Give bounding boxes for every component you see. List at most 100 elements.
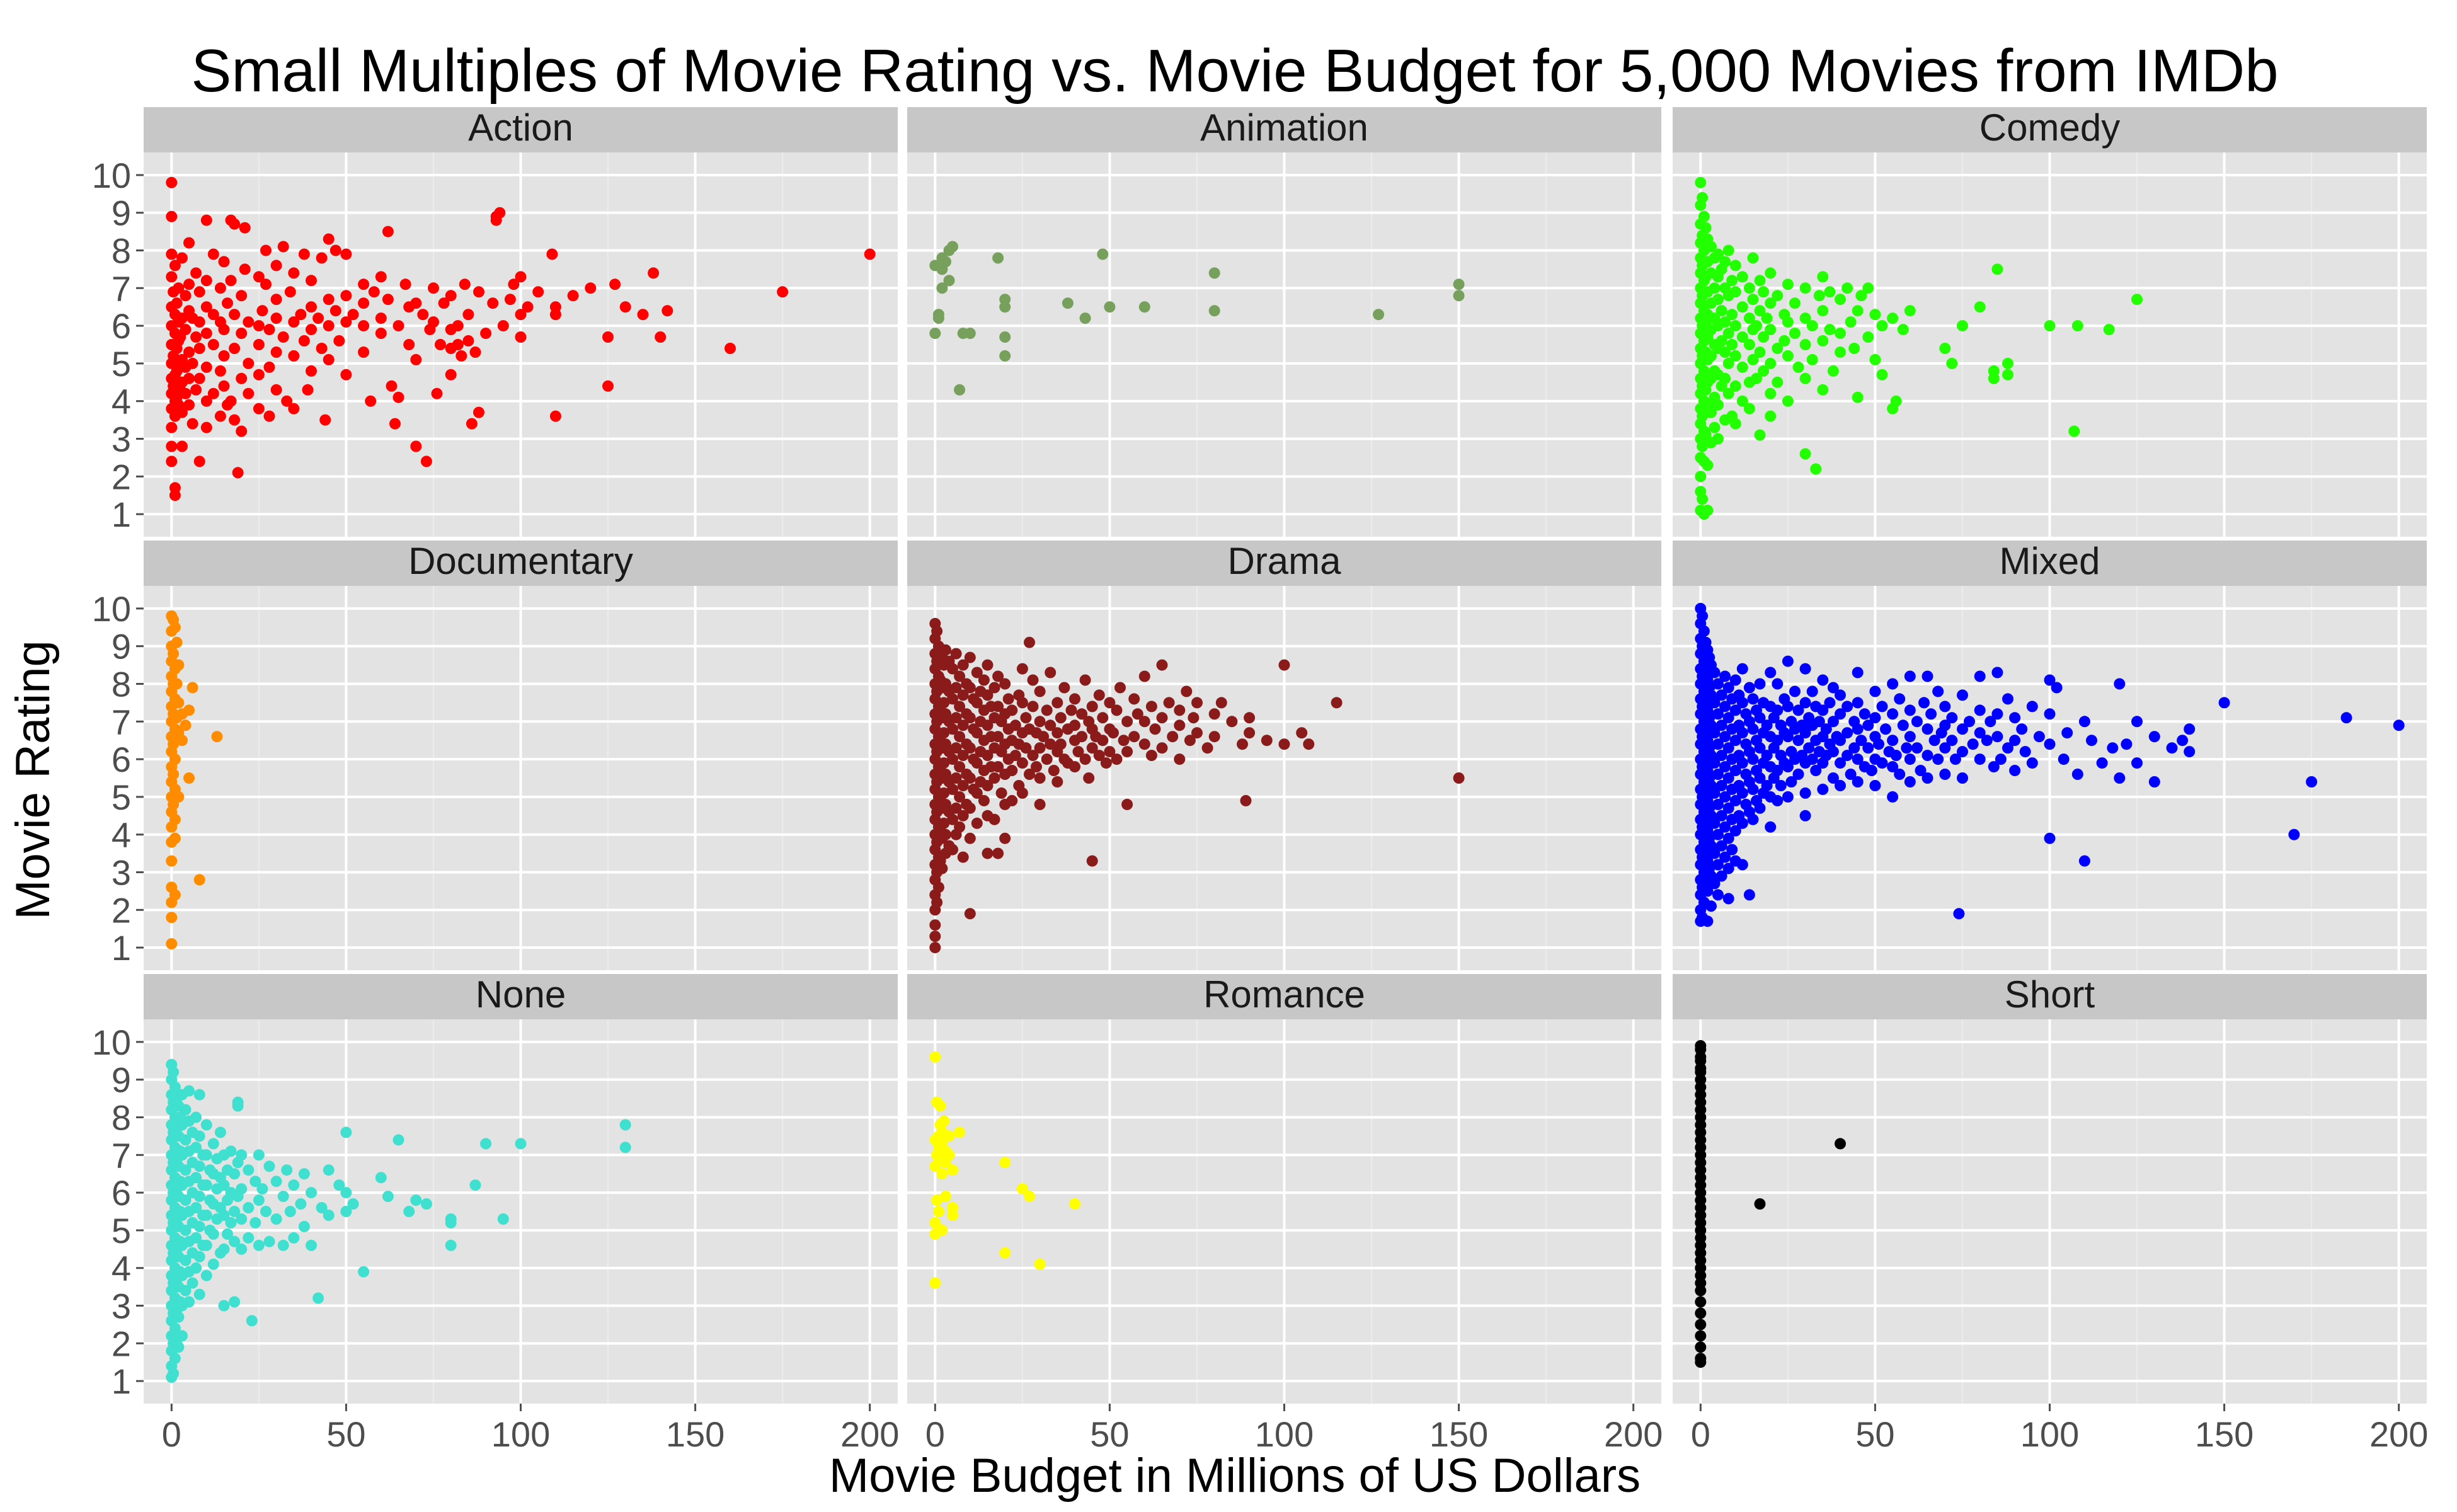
data-point — [546, 248, 558, 260]
data-point — [1149, 723, 1161, 735]
data-point — [1754, 305, 1766, 317]
data-point — [323, 1164, 335, 1176]
facet-strip — [907, 541, 1661, 586]
data-point — [940, 256, 951, 268]
data-point — [947, 813, 958, 825]
x-tick-label: 200 — [1604, 1414, 1663, 1454]
data-point — [1726, 844, 1738, 856]
data-point — [1034, 1258, 1046, 1270]
data-point — [1729, 704, 1741, 716]
data-point — [934, 1100, 946, 1112]
data-point — [992, 701, 1004, 713]
data-point — [218, 324, 230, 336]
data-point — [964, 682, 976, 694]
data-point — [375, 1172, 387, 1184]
data-point — [2044, 738, 2056, 750]
data-point — [166, 912, 178, 924]
data-point — [243, 387, 255, 399]
data-point — [1869, 712, 1881, 724]
data-point — [176, 1330, 188, 1342]
data-point — [988, 682, 1000, 694]
data-point — [1778, 335, 1790, 346]
data-point — [1991, 731, 2003, 743]
data-point — [1789, 328, 1801, 340]
data-point — [1138, 716, 1150, 728]
data-point — [306, 365, 317, 377]
data-point — [1709, 282, 1721, 294]
data-point — [200, 275, 212, 287]
data-point — [964, 802, 976, 814]
data-point — [971, 757, 983, 769]
data-point — [982, 750, 994, 762]
data-point — [1765, 324, 1777, 336]
data-point — [1974, 753, 1986, 765]
data-point — [225, 1145, 237, 1157]
data-point — [207, 248, 219, 260]
data-point — [1722, 328, 1734, 340]
y-tick-label: 6 — [112, 1173, 131, 1213]
data-point — [1754, 429, 1766, 441]
data-point — [2044, 832, 2056, 844]
data-point — [1719, 372, 1731, 384]
data-point — [1045, 719, 1057, 731]
data-point — [950, 772, 962, 784]
data-point — [1765, 821, 1777, 833]
data-point — [950, 682, 962, 694]
data-point — [1772, 376, 1784, 388]
y-tick-label: 1 — [112, 495, 131, 534]
facet-label: Action — [468, 106, 573, 149]
data-point — [1097, 712, 1109, 724]
data-point — [957, 810, 969, 822]
data-point — [246, 1315, 258, 1327]
data-point — [1048, 765, 1060, 776]
data-point — [171, 636, 183, 648]
data-point — [1806, 353, 1818, 365]
data-point — [1957, 746, 1968, 758]
data-point — [971, 667, 983, 679]
data-point — [1729, 418, 1741, 430]
data-point — [1156, 742, 1168, 754]
data-point — [169, 490, 181, 501]
data-point — [724, 343, 736, 354]
data-point — [982, 780, 994, 791]
data-point — [190, 384, 202, 396]
data-point — [183, 372, 195, 384]
facet-strip — [144, 541, 898, 586]
data-point — [494, 207, 506, 219]
data-point — [954, 761, 966, 773]
data-point — [190, 1262, 202, 1274]
data-point — [375, 328, 387, 340]
data-point — [452, 320, 464, 332]
data-point — [1817, 783, 1829, 795]
data-point — [1904, 704, 1916, 716]
data-point — [1121, 798, 1133, 810]
data-point — [284, 1206, 296, 1217]
data-point — [298, 335, 310, 346]
data-point — [190, 1172, 202, 1184]
data-point — [288, 403, 300, 415]
data-point — [1922, 750, 1933, 762]
data-point — [1076, 708, 1088, 720]
data-point — [1799, 727, 1811, 739]
data-point — [2002, 357, 2013, 369]
data-point — [1841, 750, 1853, 762]
data-point — [2177, 735, 2189, 747]
data-point — [323, 1210, 335, 1221]
y-tick-label: 2 — [112, 457, 131, 496]
data-point — [1009, 719, 1021, 731]
data-point — [1006, 794, 1018, 806]
data-point — [180, 1194, 192, 1206]
data-point — [253, 369, 265, 381]
data-point — [1835, 294, 1846, 306]
data-point — [445, 1217, 457, 1228]
data-point — [236, 1183, 248, 1195]
data-point — [1782, 278, 1794, 290]
data-point — [392, 320, 404, 332]
data-point — [992, 670, 1004, 682]
data-point — [1722, 832, 1734, 844]
data-point — [1772, 290, 1784, 302]
data-point — [1729, 674, 1741, 686]
data-point — [1949, 753, 1961, 765]
x-tick-label: 50 — [1090, 1414, 1129, 1454]
data-point — [602, 331, 614, 343]
